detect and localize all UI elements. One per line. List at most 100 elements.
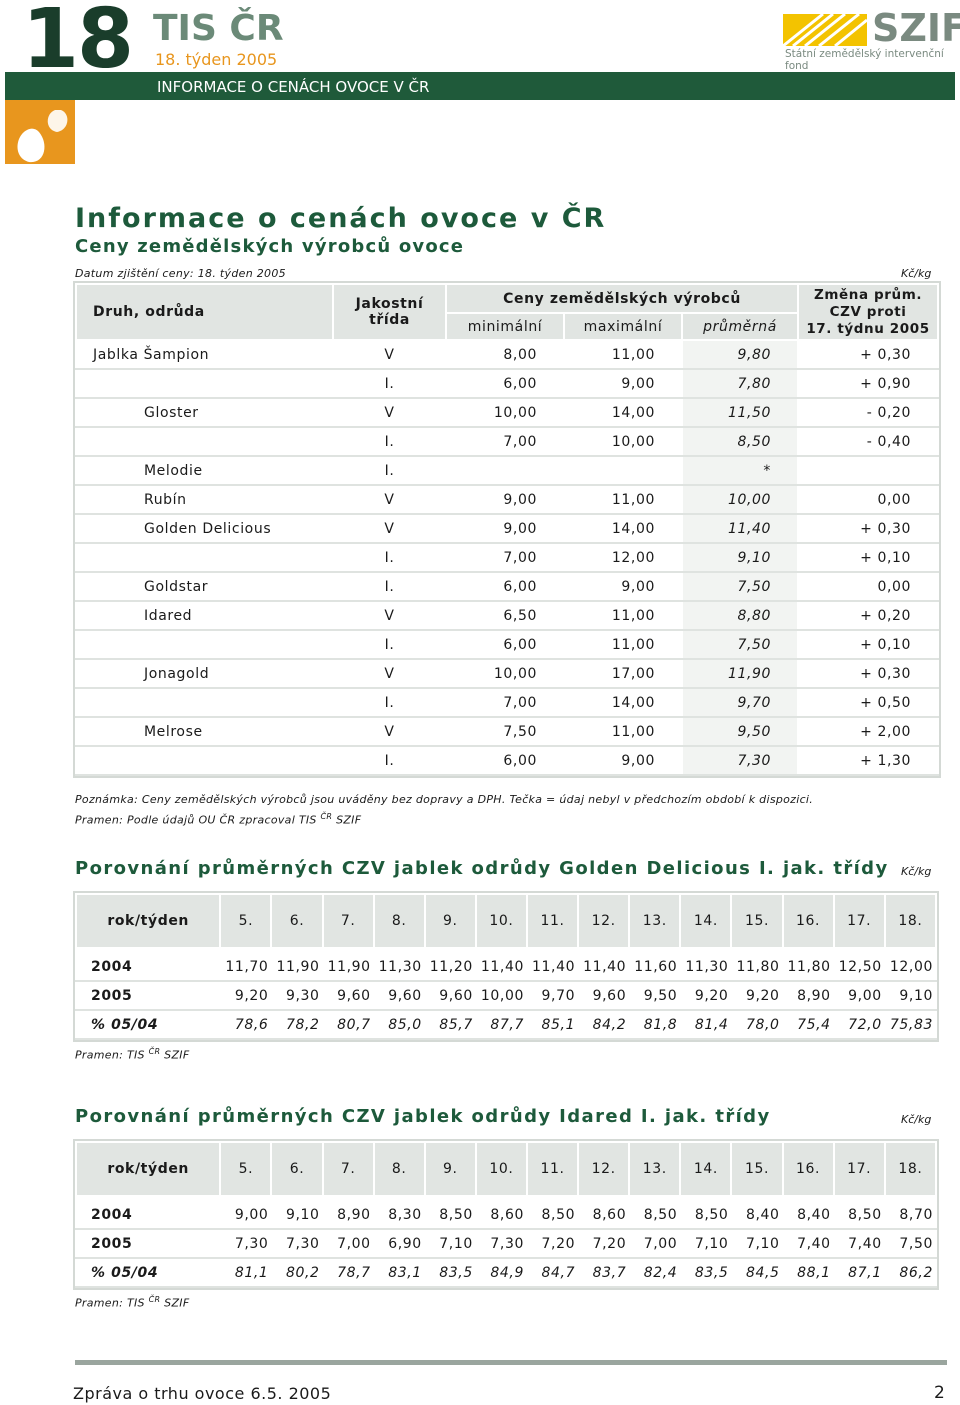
comparison-table: rok/týden 5. 6. 7. 8. 9. 10. 11. 12. 13. 14. 15. 16.… <box>73 1139 939 1290</box>
table-cell: 11,40 <box>474 951 528 982</box>
header-cell: 15. <box>730 893 784 949</box>
header-cell: 7. <box>321 1141 375 1197</box>
header-cell: 14. <box>679 1141 733 1197</box>
table-cell: Rubín <box>75 484 334 515</box>
table-cell: 9,50 <box>680 716 800 747</box>
table-cell: 8,40 <box>781 1199 835 1230</box>
table-cell: 9,20 <box>679 980 733 1011</box>
table-cell: 75,83 <box>883 1009 938 1040</box>
table-cell: V <box>332 658 447 689</box>
header-cell: 13. <box>628 893 682 949</box>
table-cell: 78,2 <box>270 1009 324 1040</box>
header-cell: Jakostní třída <box>332 283 447 341</box>
table-cell: + 0,30 <box>797 339 940 370</box>
table-cell: 85,7 <box>423 1009 477 1040</box>
table-cell: 80,7 <box>321 1009 375 1040</box>
table-cell: 9,20 <box>219 980 273 1011</box>
table-cell: 14,00 <box>563 397 683 428</box>
header-line: 17. týdnu 2005 <box>806 320 930 337</box>
table-cell: 10,00 <box>680 484 800 515</box>
header-row: rok/týden 5. 6. 7. 8. 9. 10. 11. 12. 13. 14. 15. 16.… <box>74 893 938 949</box>
header-cell: 11. <box>525 893 580 949</box>
table-cell: 84,2 <box>577 1009 631 1040</box>
table-cell: Idared <box>75 600 334 631</box>
table-cell: V <box>332 339 447 370</box>
table-cell: 72,0 <box>832 1009 886 1040</box>
row-label: % 05/04 <box>74 1009 222 1040</box>
table-cell: 86,2 <box>883 1257 938 1288</box>
table-cell: V <box>332 600 447 631</box>
header-line: CZV proti <box>829 303 907 320</box>
table-row: I. 7,00 10,00 8,50- 0,40 <box>75 426 940 457</box>
table-cell: 7,00 <box>445 542 565 573</box>
table-cell: 8,70 <box>883 1199 938 1230</box>
table-row: % 05/04 81,1 80,2 78,7 83,1 83,5 84,9 84,7 83,7 8… <box>74 1257 938 1288</box>
table-row: I. 7,00 14,00 9,70 + 0,50 <box>75 687 940 718</box>
table-cell: 87,7 <box>474 1009 528 1040</box>
table-cell: V <box>332 397 447 428</box>
table-cell: + 2,00 <box>797 716 940 747</box>
table-cell: 11,40 <box>525 951 580 982</box>
table-row: Rubín V 9,00 11,00 10,00 0,00 <box>75 484 940 515</box>
header-cell: 15. <box>730 1141 784 1197</box>
table-cell: 8,40 <box>730 1199 784 1230</box>
source-text: Pramen: Podle údajů OU ČR zpracoval TIS <box>75 813 317 827</box>
header-cell: 12. <box>577 893 631 949</box>
table-row: Gloster V 10,00 14,00 11,50- 0,20 <box>75 397 940 428</box>
table-row: % 05/04 78,6 78,2 80,7 85,0 85,7 87,7 85,1 84,2 8… <box>74 1009 938 1040</box>
table-cell: 11,30 <box>679 951 733 982</box>
table-cell: I. <box>332 455 447 486</box>
header-cell: Ceny zemědělských výrobců <box>444 283 800 314</box>
table-cell <box>75 368 334 399</box>
header-cell: 18. <box>883 893 938 949</box>
table-cell: 9,00 <box>445 484 565 515</box>
table-cell: 9,30 <box>270 980 324 1011</box>
table-row: 2005 7,30 7,30 7,00 6,90 7,10 7,30 7,20 7,20 7,00… <box>74 1228 938 1259</box>
table-cell: 7,00 <box>628 1228 682 1259</box>
header-cell: 9. <box>423 893 477 949</box>
table-cell: 7,00 <box>445 426 565 457</box>
table-cell: 11,80 <box>781 951 835 982</box>
header-cell: 18. <box>883 1141 938 1197</box>
header-cell: 12. <box>577 1141 631 1197</box>
table-row: Jonagold V 10,00 17,00 11,90 + 0,30 <box>75 658 940 689</box>
table-cell: I. <box>332 629 447 660</box>
table-row: Golden Delicious V 9,00 14,00 11,40 + 0,30 <box>75 513 940 544</box>
table-cell: 6,50 <box>445 600 565 631</box>
table-cell: I. <box>332 542 447 573</box>
header-line: třída <box>369 312 410 328</box>
table-cell: Goldstar <box>75 571 334 602</box>
header-cell: 8. <box>372 1141 426 1197</box>
table-cell: 11,40 <box>680 513 800 544</box>
table-cell: 17,00 <box>563 658 683 689</box>
table-cell: 75,4 <box>781 1009 835 1040</box>
table-cell: 11,00 <box>563 629 683 660</box>
table-cell: 9,50 <box>628 980 682 1011</box>
unit: Kč/kg <box>901 1113 932 1126</box>
note: Poznámka: Ceny zemědělských výrobců jsou… <box>75 793 814 806</box>
table-cell: + 1,30 <box>797 745 940 776</box>
table-cell: - 0,40 <box>797 426 940 457</box>
table-row: 2004 11,70 11,90 11,90 11,30 11,20 11,40 11,40 1… <box>74 951 938 982</box>
table-cell: 8,80 <box>680 600 800 631</box>
table-cell: 7,40 <box>781 1228 835 1259</box>
header-cell: 17. <box>832 1141 886 1197</box>
table-row: Jablka Šampion V 8,00 11,00 9,80 + 0,30 <box>75 339 940 370</box>
table-cell: 81,1 <box>219 1257 273 1288</box>
table-row: Melodie I. * <box>75 455 940 486</box>
section-title: Porovnání průměrných CZV jablek odrůdy I… <box>75 1106 771 1127</box>
footer-text: Zpráva o trhu ovoce 6.5. 2005 <box>73 1384 332 1403</box>
table-cell: 88,1 <box>781 1257 835 1288</box>
table-cell: 87,1 <box>832 1257 886 1288</box>
logo-sub: Státní zemědělský intervenční fond <box>785 48 944 72</box>
table-row: Goldstar I. 6,00 9,00 7,50 0,00 <box>75 571 940 602</box>
table-cell: 9,10 <box>270 1199 324 1230</box>
table-cell: Melodie <box>75 455 334 486</box>
table-cell: I. <box>332 426 447 457</box>
row-label: 2004 <box>74 1199 222 1230</box>
table-cell: 8,30 <box>372 1199 426 1230</box>
table-cell: 0,00 <box>797 571 940 602</box>
footer-rule <box>75 1360 947 1365</box>
footer-page: 2 <box>934 1383 945 1403</box>
source-tail: SZIF <box>164 1296 190 1310</box>
